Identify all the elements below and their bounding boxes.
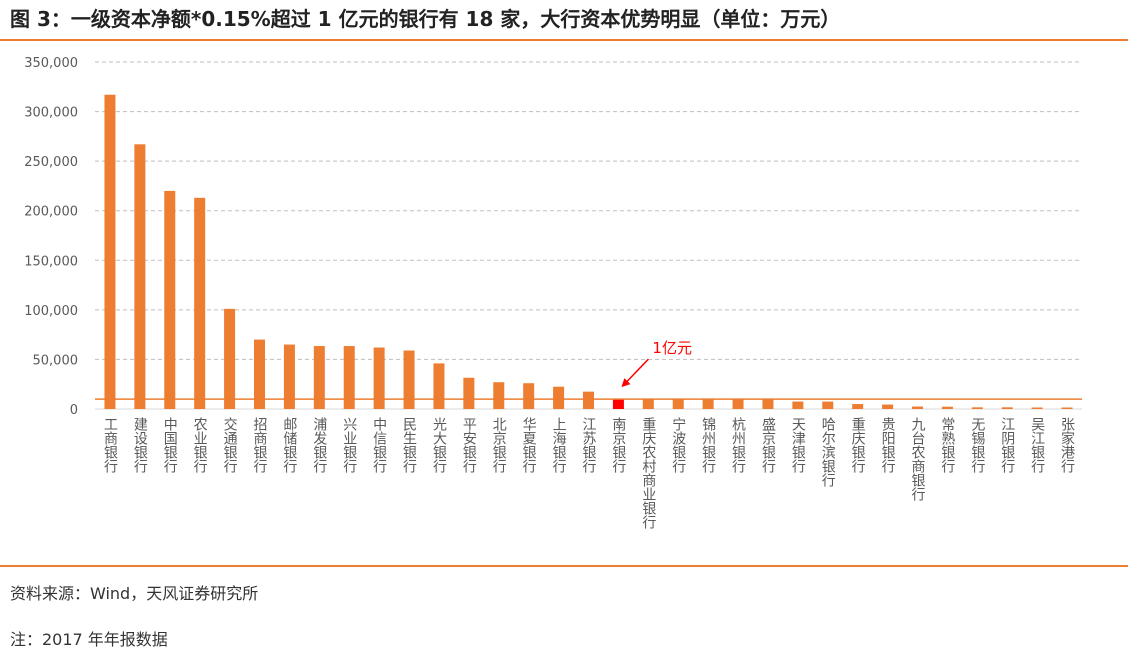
bar	[852, 404, 864, 409]
annotation-label: 1亿元	[652, 339, 692, 357]
x-tick-label: 重庆银行	[850, 417, 866, 474]
x-tick-label: 无锡银行	[969, 417, 985, 474]
x-tick-label: 民生银行	[401, 417, 417, 474]
x-tick-label: 工商银行	[102, 417, 118, 474]
bar	[553, 386, 565, 409]
bar	[433, 363, 445, 409]
x-tick-label: 建设银行	[132, 417, 148, 474]
footnote: 注：2017 年年报数据	[10, 630, 168, 649]
bar	[254, 339, 265, 409]
y-tick-label: 350,000	[24, 56, 78, 71]
bar	[882, 404, 894, 409]
bar	[343, 346, 355, 409]
x-tick-label: 江阴银行	[999, 417, 1015, 474]
x-tick-label: 哈尔滨银行	[820, 417, 836, 488]
bar	[792, 401, 804, 409]
bars	[104, 94, 1073, 409]
bar	[702, 399, 714, 409]
x-axis-ticks: 工商银行 建设银行 中国银行 农业银行 交通银行 招商银行 邮储银行 浦发银行 兴业银行 中信银行…	[102, 416, 1075, 530]
x-tick-label: 中信银行	[371, 417, 387, 474]
x-tick-label: 平安银行	[461, 417, 477, 474]
y-axis-ticks: 0 50,000 100,000 150,000 200,000 250,000 300,0…	[24, 56, 78, 418]
x-tick-label: 常熟银行	[939, 417, 955, 474]
x-tick-label: 中国银行	[162, 417, 178, 474]
bar	[583, 391, 594, 409]
x-tick-label: 南京银行	[610, 417, 626, 474]
x-tick-label: 北京银行	[491, 417, 507, 474]
bar	[612, 398, 624, 409]
bar	[313, 346, 325, 409]
y-tick-label: 100,000	[24, 304, 78, 319]
annotation-arrow-line	[625, 358, 649, 383]
bar	[493, 382, 505, 409]
bottom-divider	[0, 565, 1128, 567]
bar	[373, 347, 385, 409]
x-tick-label: 农业银行	[192, 417, 208, 474]
x-tick-label: 江苏银行	[581, 417, 597, 474]
bar	[732, 399, 744, 409]
x-tick-label: 兴业银行	[341, 417, 357, 474]
bar	[194, 197, 206, 409]
y-tick-label: 250,000	[24, 155, 78, 170]
bar	[104, 94, 116, 409]
x-tick-label: 邮储银行	[281, 417, 297, 474]
bar	[403, 350, 415, 409]
bar	[1061, 407, 1073, 409]
x-tick-label: 九台农商银行	[910, 417, 926, 502]
bar	[762, 399, 774, 409]
x-tick-label: 张家港行	[1059, 417, 1075, 474]
x-tick-label: 杭州银行	[730, 417, 746, 474]
x-tick-label: 重庆农村商业银行	[640, 417, 656, 530]
x-tick-label: 宁波银行	[670, 416, 686, 474]
x-tick-label: 浦发银行	[311, 417, 327, 474]
y-tick-label: 300,000	[24, 106, 78, 121]
y-tick-label: 0	[70, 403, 78, 418]
source-note: 资料来源：Wind，天风证券研究所	[10, 584, 259, 603]
bar	[1031, 407, 1043, 409]
y-tick-label: 200,000	[24, 205, 78, 220]
x-tick-label: 招商银行	[252, 417, 268, 474]
bar	[971, 407, 983, 409]
x-tick-label: 吴江银行	[1029, 417, 1045, 474]
gridlines	[95, 61, 1082, 410]
bar	[463, 377, 475, 409]
x-tick-label: 锦州银行	[700, 416, 716, 474]
bar	[642, 399, 654, 409]
x-tick-label: 华夏银行	[521, 417, 537, 474]
bar	[1001, 407, 1013, 409]
y-tick-label: 150,000	[24, 254, 78, 269]
bar	[164, 190, 176, 409]
bar	[134, 144, 146, 409]
bar	[523, 383, 535, 409]
x-tick-label: 光大银行	[431, 417, 447, 474]
x-tick-label: 天津银行	[790, 417, 806, 474]
bar	[941, 406, 953, 409]
bar	[672, 399, 684, 409]
bar-chart: 0 50,000 100,000 150,000 200,000 250,000 300,0…	[24, 56, 1082, 530]
x-tick-label: 交通银行	[222, 416, 238, 474]
chart-title: 图 3：一级资本净额*0.15%超过 1 亿元的银行有 18 家，大行资本优势明…	[10, 7, 841, 31]
x-tick-label: 贵阳银行	[880, 417, 896, 474]
bar	[822, 401, 834, 409]
x-tick-label: 盛京银行	[760, 417, 776, 474]
top-divider	[0, 39, 1128, 41]
x-tick-label: 上海银行	[551, 417, 567, 474]
reference-line-group: 1亿元	[95, 339, 1082, 400]
y-tick-label: 50,000	[33, 353, 79, 368]
bar	[912, 406, 923, 409]
annotation-arrow-head	[621, 378, 631, 388]
bar	[283, 344, 295, 409]
bar	[224, 308, 236, 409]
